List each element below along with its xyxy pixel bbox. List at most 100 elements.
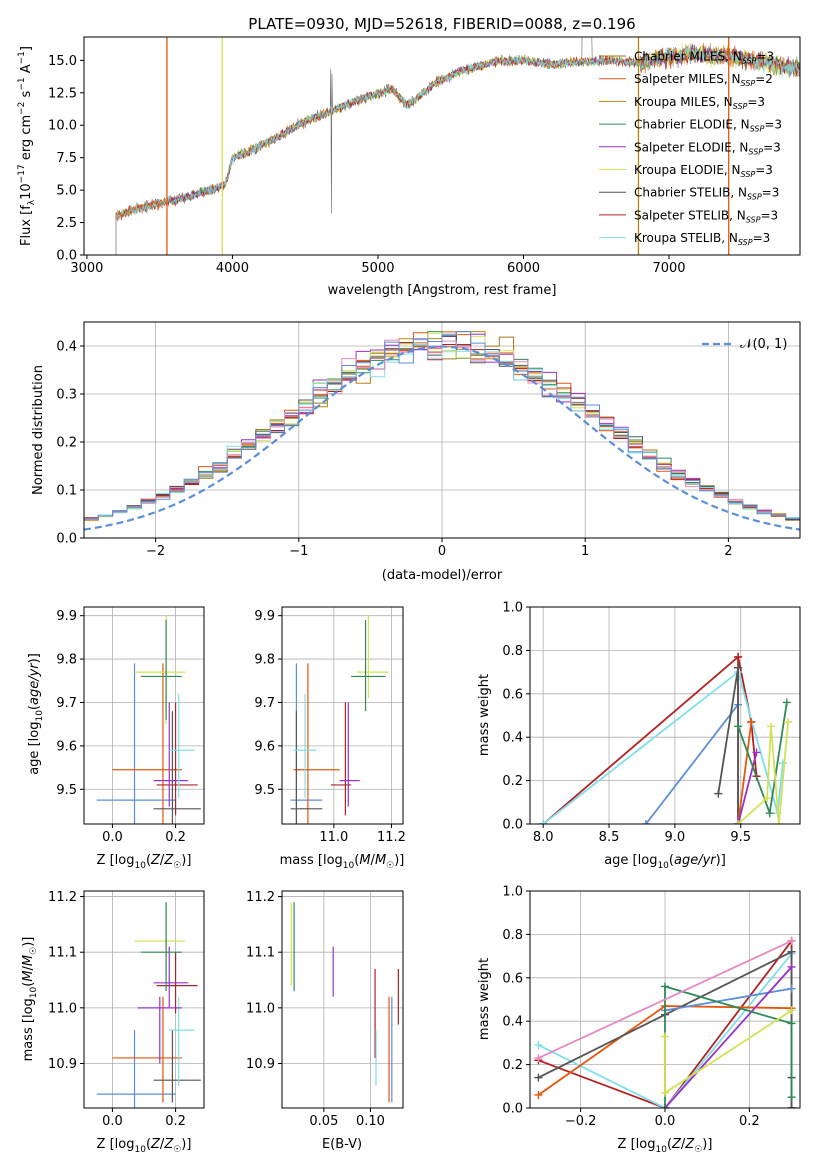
weight-vs-age-xlabel: age [log10(age/yr)] bbox=[604, 853, 726, 871]
weight-marker bbox=[787, 947, 796, 956]
weight-marker bbox=[714, 789, 723, 798]
weight-marker bbox=[784, 718, 793, 727]
age-vs-z-panel: 0.0 0.2 9.5 9.6 9.7 9.8 9.9 Z [log10(Z/Z☉)] ag… bbox=[27, 606, 205, 871]
age-vs-mass-axes: 11.0 11.2 9.5 9.6 9.7 9.8 9.9 bbox=[254, 606, 406, 845]
y-tick-label: 0.0 bbox=[56, 532, 77, 547]
age-vs-z-xlabel: Z [log10(Z/Z☉)] bbox=[97, 853, 192, 871]
weight-marker bbox=[661, 982, 669, 991]
axes-frame bbox=[281, 890, 404, 1109]
weight-vs-z-plot-area bbox=[530, 891, 800, 1108]
mass-vs-z-plot-area bbox=[84, 891, 204, 1108]
legend-label: Salpeter MILES, NSSP=2 bbox=[634, 72, 773, 88]
residuals-panel: −2 −1 0 1 2 0.0 0.1 0.2 0.3 0.4 𝒩(0, 1) (data-mode… bbox=[31, 321, 801, 583]
y-tick-label: 0.6 bbox=[502, 971, 523, 986]
x-tick-label: 8.5 bbox=[599, 830, 620, 845]
y-tick-label: 9.9 bbox=[56, 609, 77, 624]
weight-marker bbox=[787, 936, 796, 945]
x-tick-label: 0.0 bbox=[102, 1114, 123, 1129]
x-tick-label: 0.05 bbox=[309, 1114, 338, 1129]
mass-vs-ebv-panel: 0.05 0.10 10.9 11.0 11.1 11.2 E(B-V) bbox=[246, 890, 404, 1152]
y-tick-label: 15.0 bbox=[48, 54, 77, 69]
x-tick-label: 0.2 bbox=[165, 1114, 186, 1129]
y-tick-label: 0.3 bbox=[56, 388, 77, 403]
weight-vs-z-panel: −0.2 0.0 0.2 0.0 0.2 0.4 0.6 0.8 1.0 Z [log10(Z/… bbox=[477, 885, 801, 1155]
x-tick-label: 4000 bbox=[216, 261, 249, 276]
x-tick-label: 1 bbox=[581, 544, 589, 559]
weight-marker bbox=[734, 820, 743, 824]
y-tick-label: 0.8 bbox=[502, 644, 523, 659]
weight-marker bbox=[539, 820, 548, 824]
y-tick-label: 0.4 bbox=[56, 340, 77, 355]
x-tick-label: 0.2 bbox=[739, 1114, 760, 1129]
y-tick-label: 9.5 bbox=[254, 783, 275, 798]
weight-vs-z-xlabel: Z [log10(Z/Z☉)] bbox=[618, 1137, 713, 1155]
x-tick-label: 8.0 bbox=[533, 830, 554, 845]
legend-label: Chabrier ELODIE, NSSP=3 bbox=[634, 118, 782, 134]
x-tick-label: 9.0 bbox=[665, 830, 686, 845]
y-tick-label: 11.1 bbox=[48, 946, 77, 961]
histogram-series bbox=[84, 331, 800, 520]
residuals-plot-area bbox=[84, 322, 800, 538]
x-tick-label: 0.0 bbox=[655, 1114, 676, 1129]
weight-marker bbox=[787, 1093, 796, 1102]
x-tick-label: 11.2 bbox=[377, 830, 406, 845]
y-tick-label: 5.0 bbox=[56, 184, 77, 199]
weight-marker bbox=[734, 652, 743, 661]
histogram-series bbox=[84, 331, 800, 520]
histogram-series bbox=[84, 344, 800, 520]
y-tick-label: 9.5 bbox=[56, 783, 77, 798]
weight-vs-z-axes: −0.2 0.0 0.2 0.0 0.2 0.4 0.6 0.8 1.0 bbox=[502, 885, 801, 1129]
weight-marker bbox=[641, 820, 650, 824]
weight-marker bbox=[661, 1032, 669, 1041]
age-vs-z-axes: 0.0 0.2 9.5 9.6 9.7 9.8 9.9 bbox=[56, 606, 205, 845]
weight-marker bbox=[778, 759, 787, 768]
weight-marker bbox=[787, 1104, 796, 1108]
weight-marker bbox=[734, 722, 743, 731]
y-tick-label: 11.1 bbox=[246, 946, 275, 961]
weight-marker bbox=[787, 1019, 796, 1028]
x-tick-label: 0.0 bbox=[102, 830, 123, 845]
residuals-axes: −2 −1 0 1 2 0.0 0.1 0.2 0.3 0.4 𝒩(0, 1) bbox=[56, 321, 801, 559]
y-tick-label: 9.7 bbox=[56, 696, 77, 711]
weight-marker bbox=[534, 1041, 543, 1050]
x-tick-label: 7000 bbox=[652, 261, 685, 276]
y-tick-label: 10.9 bbox=[246, 1057, 275, 1072]
age-vs-mass-xlabel: mass [log10(M/M☉)] bbox=[280, 853, 405, 871]
weight-marker bbox=[534, 1054, 543, 1063]
legend-label: Salpeter ELODIE, NSSP=3 bbox=[634, 140, 781, 156]
y-tick-label: 9.8 bbox=[254, 653, 275, 668]
x-tick-label: 9.5 bbox=[730, 830, 751, 845]
y-tick-label: 7.5 bbox=[56, 151, 77, 166]
mass-vs-ebv-axes: 0.05 0.10 10.9 11.0 11.1 11.2 bbox=[246, 890, 404, 1129]
y-tick-label: 2.5 bbox=[56, 216, 77, 231]
normal-curve bbox=[84, 345, 800, 531]
weight-marker bbox=[787, 1006, 796, 1015]
x-tick-label: 6000 bbox=[507, 261, 540, 276]
weight-marker bbox=[534, 1090, 543, 1099]
axes-frame bbox=[83, 606, 205, 825]
weight-marker bbox=[774, 820, 783, 824]
mass-vs-z-panel: 0.0 0.2 10.9 11.0 11.1 11.2 Z [log10(Z/Z☉)] m… bbox=[21, 890, 205, 1155]
axes-frame bbox=[83, 36, 801, 256]
age-vs-z-ylabel: age [log10(age/yr)] bbox=[27, 653, 45, 775]
legend-label: Chabrier STELIB, NSSP=3 bbox=[634, 186, 779, 202]
y-tick-label: 11.2 bbox=[246, 890, 275, 905]
weight-series bbox=[664, 1009, 793, 1095]
legend-label: Kroupa ELODIE, NSSP=3 bbox=[634, 163, 773, 179]
legend-label: Kroupa MILES, NSSP=3 bbox=[634, 95, 765, 111]
y-tick-label: 1.0 bbox=[502, 601, 523, 616]
weight-marker bbox=[787, 984, 796, 993]
weight-series bbox=[737, 752, 758, 824]
x-tick-label: 0.2 bbox=[165, 830, 186, 845]
y-tick-label: 0.2 bbox=[56, 436, 77, 451]
legend-label: 𝒩(0, 1) bbox=[740, 337, 787, 352]
weight-vs-z-ylabel: mass weight bbox=[477, 958, 492, 1040]
residuals-ylabel: Normed distribution bbox=[31, 365, 46, 495]
weight-marker bbox=[752, 748, 761, 757]
spectrum-ylabel: Flux [fλ10−17 erg cm−2 s−1 A−1] bbox=[17, 46, 37, 246]
legend-label: Kroupa STELIB, NSSP=3 bbox=[634, 231, 770, 247]
y-tick-label: 0.2 bbox=[502, 1058, 523, 1073]
figure-title: PLATE=0930, MJD=52618, FIBERID=0088, z=0… bbox=[248, 15, 635, 33]
weight-series bbox=[542, 670, 784, 824]
